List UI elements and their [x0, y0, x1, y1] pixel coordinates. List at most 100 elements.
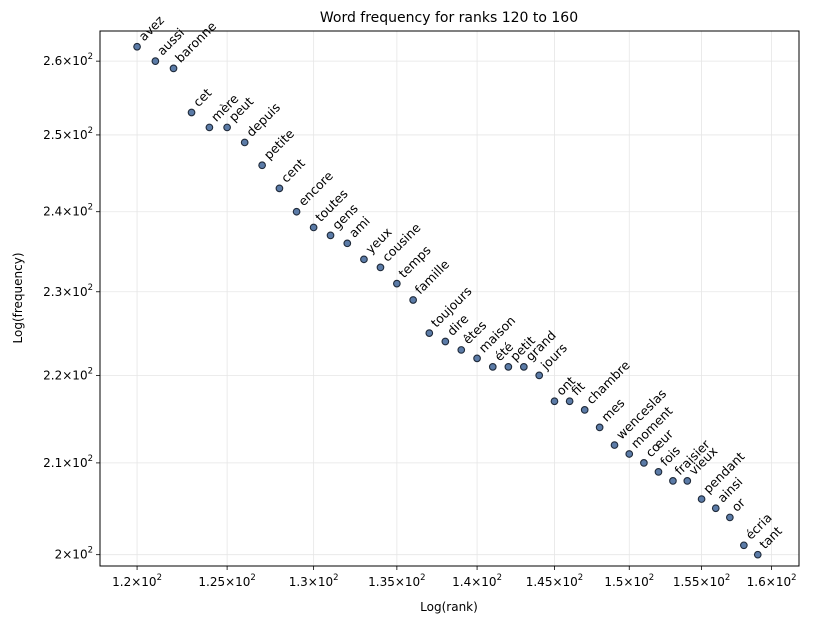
data-point	[292, 207, 301, 216]
data-point	[753, 550, 762, 559]
x-tick-label-exponent: 2	[578, 573, 583, 583]
y-tick-label-mantissa: 2.4	[43, 205, 62, 219]
x-tick-label: 1.55×102	[673, 573, 730, 589]
data-point	[309, 223, 318, 232]
x-tick-label-times: ×10	[623, 575, 648, 589]
grid-lines	[100, 31, 799, 566]
data-point	[205, 123, 214, 132]
data-point	[457, 346, 466, 354]
x-tick-label-mantissa: 1.25	[198, 575, 225, 589]
x-tick-label-exponent: 2	[157, 573, 162, 583]
point-label: mes	[598, 395, 627, 424]
y-tick-label-times: ×10	[62, 368, 87, 382]
point-label: cent	[278, 155, 308, 185]
data-point	[565, 397, 574, 406]
data-point	[697, 495, 706, 503]
point-label: petite	[261, 126, 298, 163]
data-point	[669, 477, 677, 485]
y-tick-label: 2.3×102	[43, 283, 93, 299]
data-point	[393, 279, 401, 288]
y-tick-label-times: ×10	[62, 285, 87, 299]
y-tick-label-mantissa: 2.2	[43, 368, 62, 382]
x-tick-label-times: ×10	[131, 575, 156, 589]
x-tick-label-mantissa: 1.4	[452, 575, 471, 589]
x-tick-label-mantissa: 1.45	[526, 575, 553, 589]
x-tick-label: 1.6×102	[747, 573, 797, 589]
x-tick-label-times: ×10	[471, 575, 496, 589]
data-point	[240, 138, 249, 147]
x-tick-label-times: ×10	[308, 575, 333, 589]
point-label: cet	[190, 85, 214, 109]
x-tick-label-exponent: 2	[791, 573, 796, 583]
x-tick-label: 1.4×102	[452, 573, 502, 589]
word-labels: avezaussibaronnecetmèrepeutdepuispetitec…	[136, 12, 785, 552]
x-tick-label: 1.2×102	[112, 573, 162, 589]
x-tick-label-mantissa: 1.55	[673, 575, 700, 589]
y-tick-label-exponent: 2	[88, 366, 93, 376]
data-point	[610, 441, 619, 449]
x-tick-label: 1.25×102	[198, 573, 255, 589]
x-tick-label-times: ×10	[395, 575, 420, 589]
data-point	[326, 231, 335, 240]
data-point	[625, 450, 634, 458]
data-point	[711, 504, 720, 513]
data-point	[726, 513, 734, 522]
y-tick-label-exponent: 2	[88, 52, 93, 62]
y-axis-ticks: 2×1022.1×1022.2×1022.3×1022.4×1022.5×102…	[43, 52, 100, 562]
data-point	[169, 64, 178, 73]
y-tick-label-times: ×10	[62, 548, 87, 562]
x-tick-label-mantissa: 1.35	[368, 575, 395, 589]
y-tick-label-mantissa: 2.5	[43, 128, 62, 142]
x-tick-label-exponent: 2	[649, 573, 654, 583]
y-tick-label-exponent: 2	[88, 203, 93, 213]
y-tick-label-mantissa: 2.6	[43, 54, 62, 68]
data-point	[550, 397, 559, 406]
y-axis-label: Log(frequency)	[11, 253, 25, 344]
x-axis-label: Log(rank)	[420, 600, 478, 614]
data-point	[488, 363, 497, 371]
data-point	[275, 184, 284, 193]
y-tick-label-exponent: 2	[88, 126, 93, 136]
x-tick-label-times: ×10	[225, 575, 250, 589]
data-points	[133, 42, 762, 559]
data-point	[409, 296, 417, 304]
data-point	[376, 263, 385, 272]
data-point	[223, 123, 231, 132]
data-point	[535, 371, 544, 380]
y-tick-label-times: ×10	[62, 54, 87, 68]
data-point	[343, 239, 352, 248]
y-tick-label-exponent: 2	[88, 454, 93, 464]
y-tick-label: 2.5×102	[43, 126, 93, 142]
y-tick-label: 2.1×102	[43, 454, 93, 470]
point-label: chambre	[583, 357, 633, 407]
y-tick-label-mantissa: 2.1	[43, 456, 62, 470]
y-tick-label-times: ×10	[62, 205, 87, 219]
data-point	[683, 477, 692, 485]
data-point	[151, 57, 160, 65]
x-tick-label: 1.35×102	[368, 573, 425, 589]
plot-frame	[99, 30, 800, 567]
x-tick-label-exponent: 2	[250, 573, 255, 583]
x-tick-label-times: ×10	[700, 575, 725, 589]
y-tick-label-exponent: 2	[88, 546, 93, 556]
y-tick-label-times: ×10	[62, 128, 87, 142]
x-tick-label-mantissa: 1.6	[747, 575, 766, 589]
x-tick-label-exponent: 2	[420, 573, 425, 583]
data-point	[360, 255, 368, 264]
x-tick-label-exponent: 2	[725, 573, 730, 583]
y-tick-label: 2.2×102	[43, 366, 93, 382]
data-point	[425, 329, 434, 337]
data-point	[654, 468, 663, 476]
y-tick-label-mantissa: 2	[55, 548, 63, 562]
data-point	[258, 161, 266, 170]
x-tick-label-times: ×10	[766, 575, 791, 589]
x-tick-label: 1.3×102	[289, 573, 339, 589]
y-tick-label: 2×102	[55, 546, 93, 562]
data-point	[640, 459, 648, 467]
x-tick-label-mantissa: 1.3	[289, 575, 308, 589]
y-tick-label-exponent: 2	[88, 283, 93, 293]
x-tick-label: 1.45×102	[526, 573, 583, 589]
data-point	[187, 108, 196, 117]
x-tick-label-mantissa: 1.2	[112, 575, 131, 589]
x-tick-label-mantissa: 1.5	[604, 575, 623, 589]
